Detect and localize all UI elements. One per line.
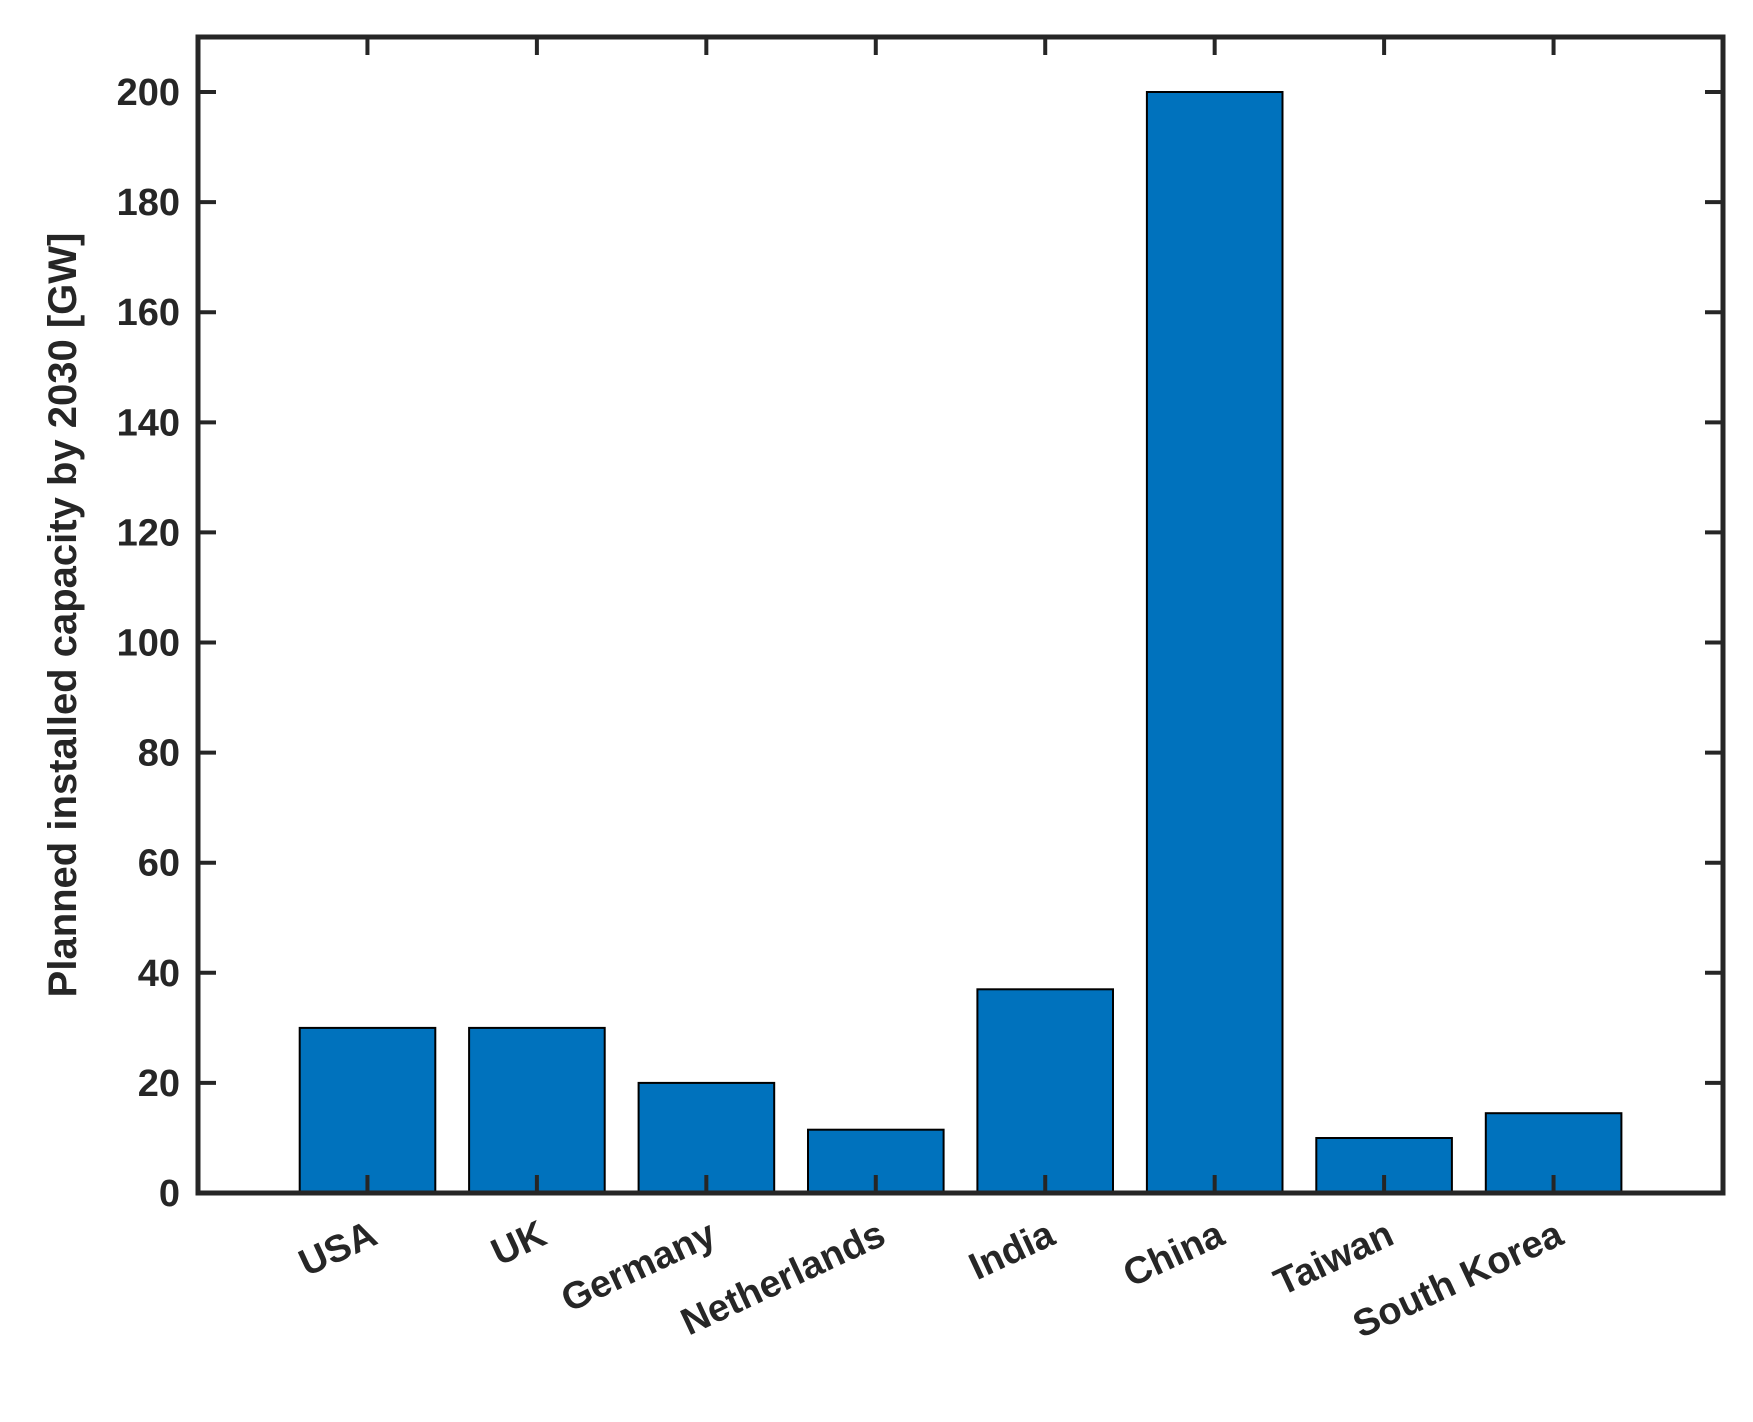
x-tick-label-usa: USA — [293, 1213, 383, 1285]
y-tick-label: 0 — [159, 1173, 180, 1215]
bar-india — [976, 988, 1115, 1194]
x-tick-label-uk: UK — [485, 1213, 553, 1274]
x-tick-label-china: China — [1117, 1213, 1231, 1296]
y-tick-label: 140 — [117, 402, 180, 444]
bars-layer — [298, 91, 1623, 1195]
bar-china — [1145, 91, 1284, 1194]
x-tick-label-india: India — [963, 1213, 1062, 1289]
y-tick-label: 100 — [117, 623, 180, 665]
y-tick-label: 80 — [138, 733, 180, 775]
plot-frame — [195, 34, 1726, 1196]
y-tick-label: 160 — [117, 292, 180, 334]
y-tick-label: 180 — [117, 182, 180, 224]
y-tick-label: 20 — [138, 1063, 180, 1105]
ticks-layer — [198, 37, 1723, 1195]
y-tick-label: 60 — [138, 843, 180, 885]
y-tick-label: 40 — [138, 953, 180, 995]
bar-germany — [637, 1081, 776, 1195]
x-tick-label-taiwan: Taiwan — [1268, 1213, 1400, 1304]
y-axis-label: Planned installed capacity by 2030 [GW] — [41, 233, 85, 998]
y-tick-label: 200 — [117, 72, 180, 114]
bar-usa — [298, 1026, 437, 1195]
y-tick-label: 120 — [117, 512, 180, 554]
axes-layer — [195, 34, 1726, 1196]
bar-uk — [468, 1026, 606, 1195]
